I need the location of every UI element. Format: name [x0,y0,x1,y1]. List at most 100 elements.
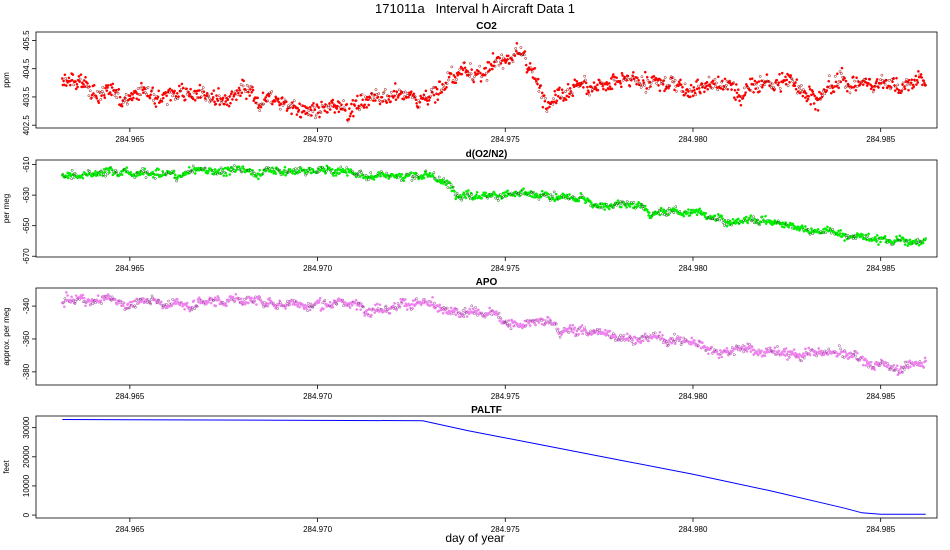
data-point [439,88,443,92]
data-point [331,305,335,309]
data-point [72,83,75,87]
data-point [153,177,157,180]
data-point [453,190,456,193]
data-point [354,301,357,305]
data-point [674,205,678,209]
data-point [405,308,409,311]
data-point [144,176,148,179]
data-point [364,173,368,177]
data-point [679,83,683,87]
data-point [806,97,810,101]
data-point [800,84,803,87]
data-point [268,92,272,96]
data-point [128,94,132,98]
data-point [72,298,75,301]
data-point [187,90,190,94]
data-point [652,74,656,78]
data-point [713,214,717,218]
data-point [413,95,417,99]
data-point [64,291,68,294]
data-point [469,72,473,76]
data-point [840,235,844,238]
data-point [216,99,220,103]
data-point [113,94,117,97]
data-point [431,86,435,90]
data-point [753,79,757,83]
data-point [441,311,445,315]
data-point [442,177,446,180]
data-point [808,85,811,89]
data-point [868,77,872,81]
data-point [802,88,805,91]
data-point [344,301,347,304]
x-tick-label: 284.985 [866,135,895,144]
data-point [474,306,478,309]
data-point [580,194,584,197]
data-point [749,214,753,217]
data-point [683,93,686,97]
data-point [582,86,585,89]
data-point [776,345,779,348]
data-point [229,169,232,173]
data-point [81,293,85,297]
data-point [146,86,150,89]
data-point [212,89,216,92]
data-point [779,90,783,93]
plot-frame [35,287,938,386]
data-point [240,170,244,174]
data-point [741,221,745,224]
data-point [497,63,501,67]
data-point [298,305,301,309]
data-point [332,301,335,305]
data-point [776,83,780,87]
data-point [338,101,341,105]
data-point [812,102,816,105]
data-point [534,323,537,327]
data-point [467,189,470,192]
data-point [832,90,836,94]
data-point [115,96,119,100]
data-point [641,204,644,208]
data-point [472,80,476,84]
y-axis-label: feet [2,460,11,474]
x-tick-label: 284.975 [491,392,520,401]
data-point [304,307,308,310]
data-point [195,92,198,95]
data-point [443,180,447,184]
data-point [95,97,99,100]
data-point [484,191,488,195]
data-point [912,85,916,89]
data-point [579,191,583,195]
x-tick-label: 284.975 [491,264,520,273]
data-point [460,72,464,76]
data-point [237,165,241,169]
data-point [643,204,647,208]
data-point [353,104,357,107]
data-point [701,341,704,345]
data-point [106,84,110,87]
data-point [605,80,609,84]
data-point [647,211,651,215]
data-point [143,167,147,171]
data-point [286,171,290,174]
data-point [217,168,221,172]
data-point [546,107,549,110]
data-point [514,47,517,50]
data-point [861,355,864,359]
data-point [395,92,399,96]
data-point [195,305,199,308]
data-point [794,87,798,91]
data-point [142,170,146,174]
data-point [429,300,433,304]
data-point [705,80,709,84]
data-point [466,192,470,196]
data-point [370,174,373,178]
data-point [192,299,196,303]
data-point [436,98,440,102]
data-point [707,352,710,356]
data-point [843,86,847,89]
data-point [201,86,205,89]
data-point [681,212,685,216]
y-axis-label: per meg [2,194,11,223]
data-point [699,210,703,213]
